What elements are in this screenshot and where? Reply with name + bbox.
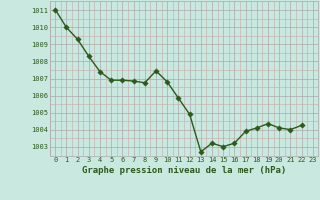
X-axis label: Graphe pression niveau de la mer (hPa): Graphe pression niveau de la mer (hPa) bbox=[82, 166, 286, 175]
